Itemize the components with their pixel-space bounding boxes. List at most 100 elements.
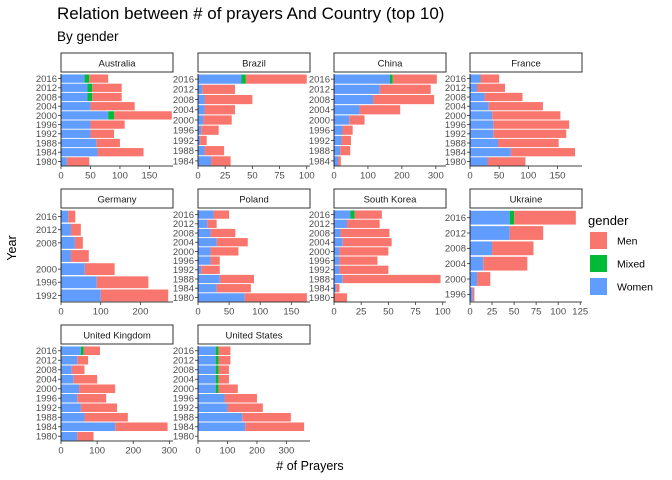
bar-ukraine-2012-women (470, 226, 510, 240)
y-tick-label: 1984 (173, 422, 194, 433)
bar-south-korea-2000-men (339, 247, 389, 256)
y-tick-label: 2016 (309, 75, 330, 86)
bar-united-states-1988-women (198, 412, 243, 422)
y-tick-label: 1980 (36, 432, 57, 443)
bar-australia-1996-women (61, 120, 91, 129)
bar-united-states-2012-women (198, 355, 216, 365)
y-tick-label: 2008 (445, 92, 466, 103)
bar-germany-2016-men (68, 210, 76, 223)
y-tick-label: 1988 (445, 138, 466, 149)
y-tick-label: 1988 (36, 413, 57, 424)
bar-south-korea-1984-women (334, 284, 337, 293)
bar-germany-1996-men (96, 276, 149, 289)
y-tick-label: 2016 (173, 210, 194, 221)
bar-south-korea-1980-men (334, 293, 348, 302)
bar-south-korea-1988-women (334, 274, 343, 284)
y-tick-label: 2000 (173, 247, 194, 258)
bar-united-states-2004-men (218, 374, 229, 384)
x-tick-label: 150 (283, 307, 299, 318)
y-tick-label: 1996 (36, 120, 57, 131)
bar-france-1988-women (470, 138, 498, 148)
y-tick-label: 1992 (309, 136, 330, 147)
bar-united-kingdom-1984-men (115, 422, 168, 432)
y-tick-label: 2012 (445, 83, 466, 94)
bar-united-kingdom-1984-women (61, 422, 116, 432)
bar-south-korea-2008-women (334, 228, 341, 238)
bar-poland-1988-men (219, 274, 254, 284)
bar-france-1980-women (470, 157, 488, 166)
y-tick-label: 1996 (173, 256, 194, 267)
bar-china-2012-men (379, 84, 431, 94)
bar-australia-2016-mixed (84, 74, 90, 83)
bar-brazil-2016-mixed (241, 74, 246, 84)
bar-australia-2016-men (89, 74, 109, 83)
bar-australia-2000-women (61, 111, 109, 120)
x-tick-label: 200 (394, 171, 410, 182)
x-tick-label: 50 (494, 171, 505, 182)
bar-united-kingdom-2012-men (77, 355, 89, 365)
y-tick-label: 2008 (36, 238, 57, 249)
bar-brazil-1992-men (200, 135, 207, 146)
bar-brazil-2008-women (198, 94, 205, 105)
bar-ukraine-2004-women (470, 256, 484, 271)
x-tick-label: 0 (58, 307, 63, 318)
facet-strip-south-korea (333, 188, 447, 209)
bar-brazil-1988-women (198, 146, 205, 156)
y-tick-label: 2000 (36, 111, 57, 122)
bar-poland-1988-women (198, 274, 220, 284)
x-tick-label: 100 (220, 446, 236, 457)
y-tick-label: 2004 (36, 102, 57, 113)
bar-brazil-1984-men (211, 156, 231, 166)
bar-united-kingdom-2016-women (61, 346, 81, 356)
bar-ukraine-2008-men (492, 241, 534, 256)
y-tick-label: 2004 (36, 375, 57, 386)
bar-poland-2016-men (213, 210, 230, 219)
x-tick-label: 150 (550, 171, 566, 182)
x-tick-label: 100 (360, 171, 376, 182)
bar-united-kingdom-1988-women (61, 412, 85, 422)
bar-australia-1992-men (90, 129, 115, 138)
bar-united-states-2004-women (198, 374, 216, 384)
bar-australia-2000-men (114, 111, 172, 120)
bar-australia-1980-men (66, 157, 90, 166)
x-tick-label: 0 (58, 446, 63, 457)
bar-france-2004-men (488, 102, 543, 111)
bar-united-states-2016-men (218, 346, 231, 356)
x-tick-label: 100 (299, 171, 315, 182)
y-tick-label: 1996 (309, 256, 330, 267)
bar-united-states-1984-women (198, 422, 246, 432)
bar-china-2004-women (334, 105, 360, 115)
x-tick-label: 0 (195, 307, 200, 318)
bar-china-2000-women (334, 115, 350, 125)
x-tick-label: 0 (195, 171, 200, 182)
bar-united-kingdom-2000-women (61, 384, 80, 394)
bar-poland-1984-men (216, 284, 251, 293)
y-tick-label: 2012 (173, 85, 194, 96)
bar-united-states-2012-mixed (215, 355, 219, 365)
legend-label-men: Men (617, 236, 638, 248)
bar-ukraine-1996-women (470, 287, 473, 302)
bar-united-states-2008-mixed (215, 365, 219, 375)
y-axis-title: Year (5, 235, 19, 260)
facet-label-brazil: Brazil (242, 59, 266, 70)
bar-brazil-2008-men (204, 94, 253, 105)
legend-swatch-women (590, 278, 607, 295)
bar-germany-1992-women (61, 289, 101, 302)
y-tick-label: 2004 (173, 375, 194, 386)
bar-australia-2004-men (90, 102, 135, 111)
bar-china-2008-men (373, 94, 435, 105)
bar-germany-1992-men (100, 289, 169, 302)
bar-poland-2008-women (198, 228, 211, 238)
y-tick-label: 1992 (36, 129, 57, 140)
y-tick-label: 1984 (173, 284, 194, 295)
y-tick-label: 2012 (309, 85, 330, 96)
y-tick-label: 2016 (445, 74, 466, 85)
bar-south-korea-1988-men (342, 274, 441, 284)
bar-australia-1984-men (97, 148, 144, 157)
bar-australia-2008-men (92, 92, 122, 102)
bar-united-kingdom-2004-men (73, 374, 98, 384)
bar-poland-2012-women (198, 219, 208, 228)
bar-ukraine-2016-women (470, 210, 510, 225)
y-tick-label: 1992 (173, 136, 194, 147)
bar-south-korea-1992-women (334, 265, 340, 274)
